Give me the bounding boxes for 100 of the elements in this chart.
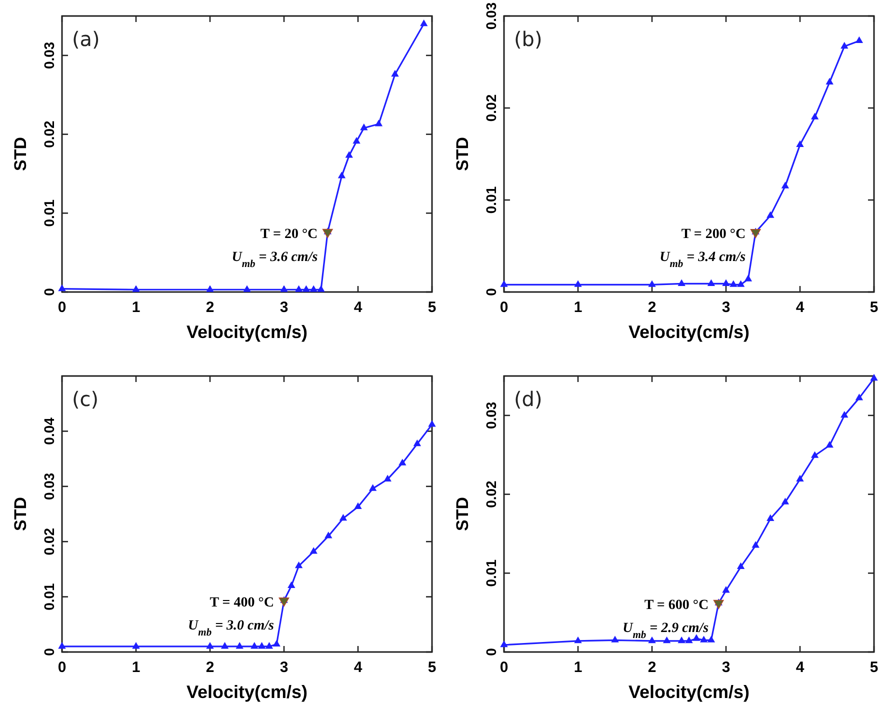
- point: [132, 642, 140, 649]
- y-tick-label: 0: [41, 288, 57, 296]
- y-tick-label: 0.02: [483, 480, 499, 508]
- point: [662, 636, 671, 644]
- point: [685, 636, 693, 644]
- point: [722, 279, 730, 286]
- point: [574, 280, 582, 287]
- point: [611, 636, 619, 642]
- annotation: (c): [72, 387, 99, 411]
- x-tick-label: 1: [132, 659, 140, 676]
- y-tick-label: 0.02: [41, 120, 57, 148]
- point: [339, 514, 348, 521]
- point: [310, 547, 318, 554]
- annotation: T = 20 °C: [260, 227, 318, 242]
- point: [317, 285, 325, 292]
- x-axis-title: Velocity(cm/s): [628, 682, 750, 702]
- point: [384, 474, 392, 482]
- point: [391, 70, 399, 77]
- point: [810, 451, 819, 458]
- x-tick-label: 4: [796, 659, 805, 676]
- point: [707, 636, 716, 642]
- point: [294, 561, 303, 568]
- point: [500, 280, 508, 287]
- point: [428, 420, 436, 427]
- point: [840, 42, 848, 49]
- x-tick-label: 3: [722, 659, 730, 676]
- y-axis-title: STD: [453, 137, 472, 171]
- x-tick-label: 1: [574, 299, 582, 316]
- point: [420, 19, 428, 26]
- x-tick-label: 4: [796, 299, 805, 316]
- point: [736, 562, 745, 570]
- point: [354, 502, 362, 510]
- point: [700, 636, 708, 642]
- point: [855, 36, 864, 44]
- x-tick-label: 4: [354, 299, 363, 316]
- point: [766, 211, 774, 218]
- point: [288, 581, 296, 588]
- x-tick-label: 5: [870, 299, 878, 316]
- point: [722, 586, 730, 593]
- y-tick-label: 0.01: [483, 559, 499, 587]
- point: [338, 172, 346, 178]
- point: [752, 541, 760, 548]
- point: [206, 642, 214, 649]
- y-tick-label: 0: [483, 648, 499, 656]
- annotation: T = 400 °C: [210, 596, 274, 611]
- annotation: U$_{mb}$ = 3.6 cm/s: [232, 250, 318, 270]
- point: [678, 636, 686, 644]
- point: [826, 78, 834, 84]
- point: [810, 112, 819, 120]
- x-axis-title: Velocity(cm/s): [186, 322, 308, 342]
- x-tick-label: 2: [648, 299, 656, 316]
- y-axis-title: STD: [453, 497, 472, 531]
- point: [324, 532, 332, 538]
- point: [368, 484, 377, 491]
- y-tick-label: 0.02: [483, 94, 499, 122]
- y-tick-label: 0: [41, 648, 57, 656]
- point: [781, 498, 790, 504]
- point: [243, 285, 251, 292]
- point: [707, 279, 716, 286]
- y-tick-label: 0.03: [483, 2, 499, 30]
- point: [345, 151, 353, 158]
- point: [796, 474, 804, 482]
- point: [744, 274, 752, 282]
- point: [236, 642, 244, 649]
- x-tick-label: 2: [206, 299, 214, 316]
- point: [58, 642, 66, 649]
- point: [58, 284, 66, 292]
- x-tick-label: 3: [722, 299, 730, 316]
- x-tick-label: 2: [206, 659, 214, 676]
- point: [574, 636, 582, 644]
- point: [250, 642, 258, 649]
- point: [258, 642, 266, 649]
- x-tick-label: 2: [648, 659, 656, 676]
- y-axis-title: STD: [11, 137, 30, 171]
- annotation: T = 600 °C: [644, 598, 709, 614]
- point: [870, 374, 878, 381]
- y-tick-label: 0.03: [41, 472, 57, 500]
- point: [360, 124, 368, 130]
- x-tick-label: 3: [280, 299, 288, 316]
- x-tick-label: 5: [428, 299, 436, 316]
- point: [826, 440, 834, 448]
- annotation: U$_{mb}$ = 3.4 cm/s: [660, 250, 746, 270]
- point: [206, 285, 214, 292]
- point: [280, 285, 288, 292]
- x-tick-label: 1: [132, 299, 140, 316]
- point: [294, 285, 303, 292]
- x-axis-title: Velocity(cm/s): [628, 322, 750, 342]
- annotation: U$_{mb}$ = 3.0 cm/s: [188, 618, 275, 638]
- point: [398, 458, 406, 466]
- point: [678, 279, 686, 286]
- y-tick-label: 0.03: [41, 42, 57, 70]
- point: [855, 394, 864, 400]
- annotation: (d): [514, 387, 542, 411]
- point: [413, 439, 422, 446]
- x-tick-label: 3: [280, 659, 288, 676]
- y-tick-label: 0.03: [483, 402, 499, 430]
- point: [272, 640, 280, 646]
- point: [796, 140, 804, 148]
- point: [840, 410, 848, 418]
- point: [265, 642, 274, 649]
